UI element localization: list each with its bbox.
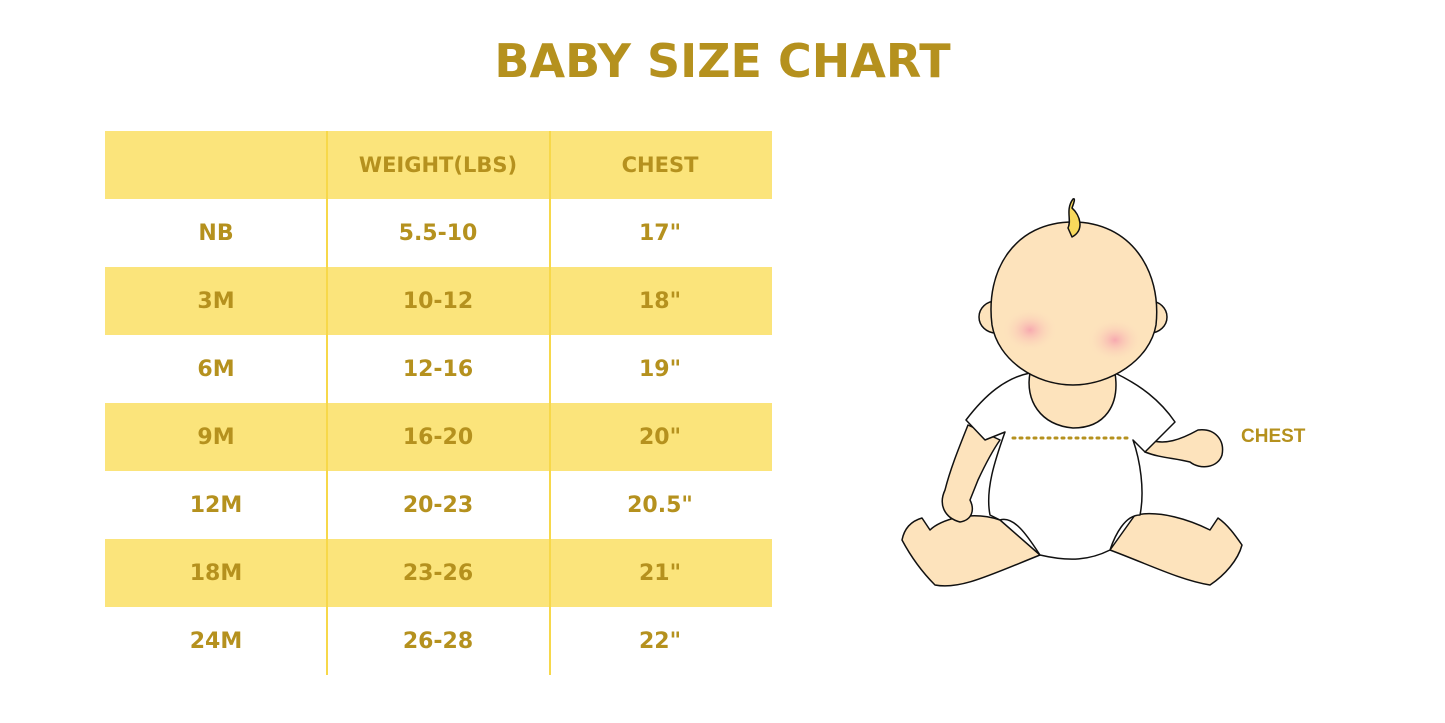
table-header-row: WEIGHT(LBS) CHEST [105, 131, 772, 199]
weight-cell: 26-28 [402, 628, 474, 654]
table-row: 9M 16-20 20" [105, 403, 772, 471]
size-cell: 12M [189, 492, 243, 518]
table-row: NB 5.5-10 17" [105, 199, 772, 267]
chest-cell: 18" [638, 288, 682, 314]
chest-cell: 22" [638, 628, 682, 654]
weight-cell: 10-12 [402, 288, 474, 314]
table-row: 6M 12-16 19" [105, 335, 772, 403]
weight-cell: 12-16 [402, 356, 474, 382]
weight-cell: 16-20 [402, 424, 474, 450]
column-divider [549, 131, 551, 675]
table-row: 24M 26-28 22" [105, 607, 772, 675]
size-cell: 9M [197, 424, 235, 450]
column-divider [326, 131, 328, 675]
left-arm [941, 424, 1001, 523]
weight-cell: 5.5-10 [398, 220, 478, 246]
right-arm [1144, 429, 1224, 468]
chest-label: CHEST [1241, 426, 1306, 447]
table-row: 18M 23-26 21" [105, 539, 772, 607]
left-leg [901, 515, 1041, 587]
chest-cell: 21" [638, 560, 682, 586]
chest-cell: 20.5" [627, 492, 693, 518]
table-row: 12M 20-23 20.5" [105, 471, 772, 539]
size-table: WEIGHT(LBS) CHEST NB 5.5-10 17" 3M 10-12… [105, 131, 772, 675]
neck [1028, 372, 1117, 429]
onesie [965, 372, 1176, 560]
page-title: BABY SIZE CHART [494, 34, 951, 88]
size-cell: 3M [197, 288, 235, 314]
size-cell: 6M [197, 356, 235, 382]
header-cell: CHEST [621, 153, 699, 177]
right-leg [1109, 512, 1243, 586]
chest-cell: 17" [638, 220, 682, 246]
table-row: 3M 10-12 18" [105, 267, 772, 335]
size-cell: 18M [189, 560, 243, 586]
hair-curl [1067, 198, 1081, 238]
size-cell: 24M [189, 628, 243, 654]
chest-cell: 19" [638, 356, 682, 382]
header-cell: WEIGHT(LBS) [358, 153, 518, 177]
size-cell: NB [198, 220, 234, 246]
weight-cell: 23-26 [402, 560, 474, 586]
chest-cell: 20" [638, 424, 682, 450]
weight-cell: 20-23 [402, 492, 474, 518]
head [990, 221, 1158, 386]
